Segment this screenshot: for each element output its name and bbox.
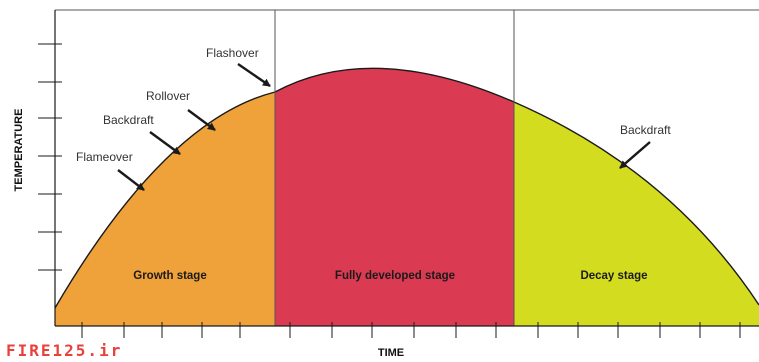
growth-stage-label: Growth stage — [133, 270, 206, 282]
rollover-arrow — [187, 109, 216, 131]
flashover-label: Flashover — [206, 46, 259, 60]
backdraft-growth-label: Backdraft — [103, 113, 154, 127]
x-axis-ticks — [81, 322, 741, 338]
growth-stage-area — [55, 92, 275, 326]
temperature-curve — [54, 67, 759, 309]
backdraft-decay-arrow — [619, 141, 651, 169]
flashover-arrow — [237, 63, 271, 87]
fully-developed-stage-area — [275, 68, 514, 326]
x-axis-label: TIME — [378, 347, 404, 359]
rollover-label: Rollover — [146, 89, 190, 103]
backdraft-decay-label: Backdraft — [620, 123, 671, 137]
y-axis-ticks — [38, 43, 62, 271]
y-axis-label: TEMPERATURE — [13, 109, 25, 192]
flameover-arrow — [117, 169, 145, 191]
decay-stage-label: Decay stage — [580, 270, 647, 282]
backdraft-growth-arrow — [149, 131, 181, 155]
watermark-text: FIRE125.ir — [6, 341, 122, 360]
decay-stage-area — [514, 102, 759, 326]
fully-developed-stage-label: Fully developed stage — [335, 270, 455, 282]
flameover-label: Flameover — [76, 150, 133, 164]
